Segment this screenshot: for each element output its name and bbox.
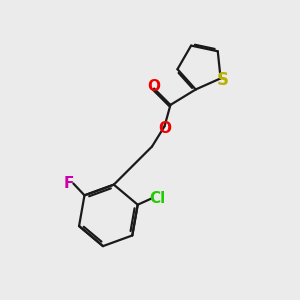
Text: Cl: Cl: [149, 190, 166, 206]
Text: O: O: [147, 79, 160, 94]
Text: F: F: [64, 176, 74, 191]
Text: S: S: [217, 71, 229, 89]
Text: O: O: [158, 121, 171, 136]
